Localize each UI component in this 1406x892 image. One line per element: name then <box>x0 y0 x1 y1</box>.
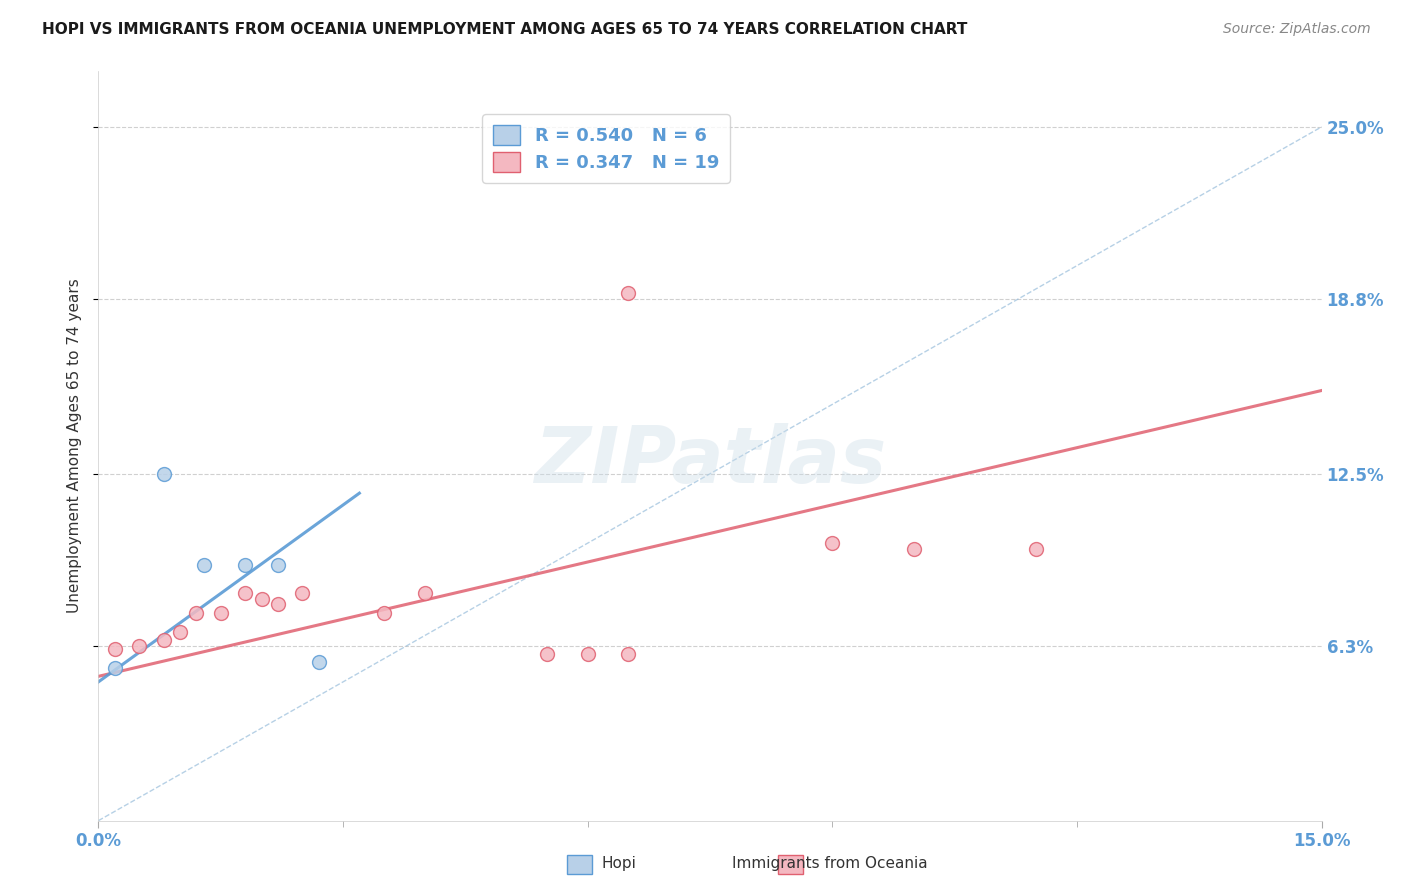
Point <box>104 661 127 675</box>
Point <box>233 586 256 600</box>
Point <box>617 647 640 661</box>
Point <box>413 586 436 600</box>
Point <box>1025 541 1047 556</box>
Point <box>209 606 232 620</box>
Point <box>903 541 925 556</box>
Point <box>536 647 558 661</box>
Point <box>152 467 174 481</box>
Point <box>267 558 290 573</box>
Point <box>267 597 290 611</box>
Text: HOPI VS IMMIGRANTS FROM OCEANIA UNEMPLOYMENT AMONG AGES 65 TO 74 YEARS CORRELATI: HOPI VS IMMIGRANTS FROM OCEANIA UNEMPLOY… <box>42 22 967 37</box>
Point <box>308 656 330 670</box>
Text: Source: ZipAtlas.com: Source: ZipAtlas.com <box>1223 22 1371 37</box>
Point <box>233 558 256 573</box>
Point <box>821 536 844 550</box>
Point <box>152 633 174 648</box>
Legend: R = 0.540   N = 6, R = 0.347   N = 19: R = 0.540 N = 6, R = 0.347 N = 19 <box>482 114 730 183</box>
Point <box>291 586 314 600</box>
Point <box>186 606 208 620</box>
Point <box>373 606 395 620</box>
Point <box>617 286 640 301</box>
Y-axis label: Unemployment Among Ages 65 to 74 years: Unemployment Among Ages 65 to 74 years <box>67 278 83 614</box>
Text: Hopi: Hopi <box>602 856 636 871</box>
Point <box>576 647 599 661</box>
Text: ZIPatlas: ZIPatlas <box>534 423 886 499</box>
Point <box>104 641 127 656</box>
Point <box>128 639 150 653</box>
Point <box>250 591 273 606</box>
Text: Immigrants from Oceania: Immigrants from Oceania <box>731 856 928 871</box>
Point <box>169 624 191 639</box>
Point <box>193 558 215 573</box>
